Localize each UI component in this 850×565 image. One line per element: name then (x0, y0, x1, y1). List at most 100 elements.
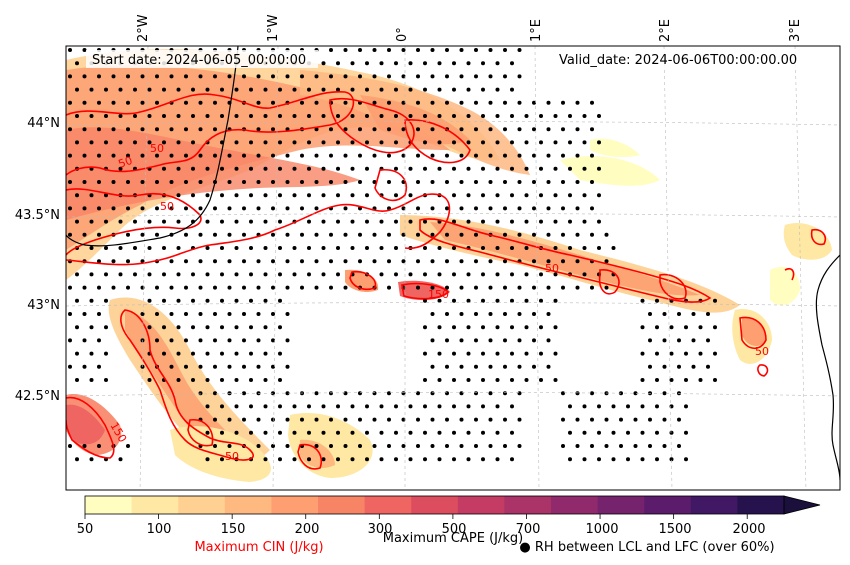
cb-tick-label: 500 (442, 522, 467, 537)
rh-dot (539, 378, 543, 382)
rh-dot (82, 364, 87, 369)
rh-dot (532, 127, 536, 132)
rh-dot (416, 417, 420, 422)
rh-dot (68, 232, 72, 237)
rh-dot (597, 430, 601, 435)
rh-dot (539, 325, 543, 330)
rh-dot (459, 338, 464, 343)
rh-dot (503, 417, 507, 422)
rh-dot (321, 193, 326, 198)
rh-dot (89, 351, 94, 356)
rh-dot (133, 114, 137, 118)
rh-dot (662, 417, 667, 422)
rh-dot (423, 219, 427, 224)
rh-dot (503, 48, 507, 52)
rh-dot (68, 444, 72, 448)
rh-dot (278, 193, 282, 198)
rh-dot (285, 364, 290, 369)
rh-dot (191, 272, 195, 277)
rh-dot (213, 259, 217, 264)
rh-dot (343, 417, 348, 422)
rh-dot (184, 127, 188, 132)
cb-tick-label: 300 (368, 522, 393, 537)
rh-dot (358, 48, 362, 52)
rh-dot (372, 444, 377, 448)
rh-dot (336, 193, 340, 198)
rh-dot (546, 232, 551, 237)
rh-dot (452, 219, 456, 224)
rh-dot (416, 100, 420, 105)
rh-dot (561, 444, 565, 448)
rh-dot (590, 206, 594, 211)
rh-dot (510, 246, 514, 250)
rh-dot (466, 298, 471, 303)
rh-dot (285, 338, 290, 343)
rh-dot (278, 219, 282, 224)
rh-dot (430, 232, 435, 237)
rh-dot (532, 312, 536, 316)
rh-dot (474, 391, 478, 396)
rh-dot (97, 100, 101, 105)
rh-dot (430, 259, 435, 264)
rh-dot (503, 100, 507, 105)
rh-dot (343, 100, 348, 105)
rh-dot (568, 457, 572, 462)
cb-tick-label: 1500 (658, 522, 691, 537)
rh-dot (278, 298, 282, 303)
rh-dot (481, 378, 485, 382)
rh-dot (278, 87, 282, 92)
rh-dot (220, 272, 224, 277)
rh-dot (234, 272, 239, 277)
rh-dot (669, 404, 674, 409)
rh-dot (517, 338, 522, 343)
rh-dot (321, 166, 326, 171)
rh-dot (387, 285, 391, 290)
rh-dot (517, 206, 522, 211)
cin-legend-label: Maximum CIN (J/kg) (194, 540, 323, 555)
rh-dot (481, 166, 485, 171)
rh-dot (517, 48, 522, 52)
rh-dot (89, 246, 94, 250)
contour-label: 50 (225, 450, 239, 463)
rh-dot (452, 246, 456, 250)
rh-dot (481, 114, 485, 118)
rh-dot (278, 325, 282, 330)
rh-dot (575, 127, 580, 132)
rh-dot (677, 417, 681, 422)
start-date-label: Start date: 2024-06-05_00:00:00 (92, 53, 306, 68)
rh-dot (394, 457, 398, 462)
rh-dot (698, 351, 703, 356)
rh-dot (517, 74, 522, 79)
rh-dot (640, 378, 645, 382)
contour-label: 50 (117, 154, 135, 171)
rh-dot (495, 272, 500, 277)
rh-dot (126, 153, 130, 158)
lon-label: 0° (395, 27, 410, 42)
rh-dot (205, 246, 210, 250)
rh-dot (249, 114, 253, 118)
rh-dot (278, 378, 282, 382)
rh-dot (220, 430, 224, 435)
rh-dot (524, 272, 529, 277)
rh-dot (379, 140, 384, 145)
rh-dot (459, 127, 464, 132)
rh-dot (176, 378, 181, 382)
rh-dot (394, 114, 398, 118)
rh-dot (75, 219, 79, 224)
rh-dot (553, 166, 558, 171)
rh-dot (227, 232, 232, 237)
rh-dot (503, 153, 507, 158)
rh-dot (176, 246, 181, 250)
rh-dot (582, 166, 587, 171)
rh-dot (321, 404, 326, 409)
rh-dot (430, 285, 435, 290)
rh-dot (68, 48, 72, 52)
rh-dot (89, 457, 94, 462)
rh-dot (249, 298, 253, 303)
rh-dot (104, 114, 108, 118)
rh-dot (140, 74, 145, 79)
rh-dot (553, 351, 558, 356)
rh-dot (184, 74, 188, 79)
rh-dot (481, 351, 485, 356)
rh-dot (75, 298, 79, 303)
